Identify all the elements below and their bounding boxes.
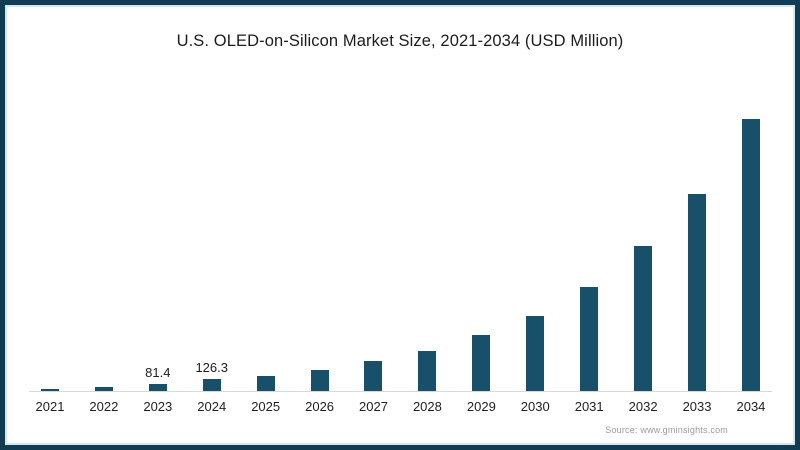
x-axis-labels-row: 2021 2022 2023 2024 2025 2026 2027 2028 2029 2030… bbox=[23, 399, 778, 416]
bar bbox=[634, 246, 653, 392]
bar-group bbox=[293, 370, 347, 392]
x-tick-label: 2030 bbox=[520, 399, 550, 414]
source-text: Source: www.gminsights.com bbox=[605, 425, 728, 435]
bar bbox=[256, 376, 275, 392]
x-axis-line bbox=[29, 391, 772, 392]
x-tick-label: 2033 bbox=[682, 399, 712, 414]
bar-group bbox=[508, 316, 562, 392]
bar-group bbox=[454, 335, 508, 392]
x-tick-label: 2025 bbox=[251, 399, 281, 414]
x-tick-label: 2027 bbox=[359, 399, 388, 414]
bar bbox=[310, 370, 329, 392]
bar bbox=[741, 119, 760, 392]
bar bbox=[364, 361, 383, 392]
bar bbox=[688, 194, 707, 392]
bar-group bbox=[23, 389, 77, 392]
bar-group bbox=[616, 246, 670, 392]
bar-group bbox=[77, 387, 131, 392]
x-tick-label: 2026 bbox=[305, 399, 335, 414]
x-tick-label: 2028 bbox=[412, 399, 442, 414]
bar-group bbox=[724, 119, 778, 392]
bar-group: 81.4 bbox=[131, 365, 185, 392]
x-tick-label: 2031 bbox=[574, 399, 604, 414]
x-tick-label: 2023 bbox=[143, 399, 173, 414]
x-tick-label: 2022 bbox=[89, 399, 119, 414]
bar-group bbox=[347, 361, 401, 392]
bar-value-label: 81.4 bbox=[145, 365, 171, 380]
chart-title: U.S. OLED-on-Silicon Market Size, 2021-2… bbox=[176, 32, 624, 50]
bar-value-label: 126.3 bbox=[195, 360, 228, 375]
bar bbox=[418, 351, 437, 392]
bar bbox=[148, 384, 167, 392]
bar-group bbox=[562, 287, 616, 392]
x-tick-label: 2024 bbox=[197, 399, 227, 414]
x-tick-label: 2032 bbox=[628, 399, 658, 414]
bar bbox=[472, 335, 491, 392]
plot-area: 81.4 126.3 2021 2022 2023 2024 2025 2026 2027 20… bbox=[23, 5, 778, 445]
bars-row: 81.4 126.3 bbox=[23, 92, 778, 392]
bar bbox=[202, 379, 221, 392]
x-tick-label: 2029 bbox=[466, 399, 496, 414]
bar-group bbox=[670, 194, 724, 392]
x-tick-label: 2034 bbox=[736, 399, 766, 414]
bar-group bbox=[239, 376, 293, 392]
bar-group bbox=[400, 351, 454, 392]
bar bbox=[94, 387, 113, 392]
bar bbox=[580, 287, 599, 392]
bar bbox=[40, 389, 59, 392]
x-tick-label: 2021 bbox=[35, 399, 65, 414]
bar-group: 126.3 bbox=[185, 360, 239, 392]
bar bbox=[526, 316, 545, 392]
